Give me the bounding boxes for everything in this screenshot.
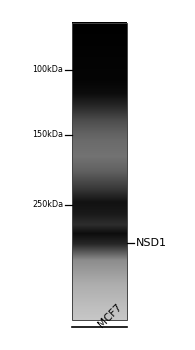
Text: MCF7: MCF7	[96, 302, 124, 329]
Bar	[72, 23, 127, 320]
Text: NSD1: NSD1	[136, 238, 167, 248]
Text: 100kDa: 100kDa	[33, 65, 63, 75]
Text: 150kDa: 150kDa	[32, 130, 63, 139]
Text: 250kDa: 250kDa	[32, 200, 63, 209]
